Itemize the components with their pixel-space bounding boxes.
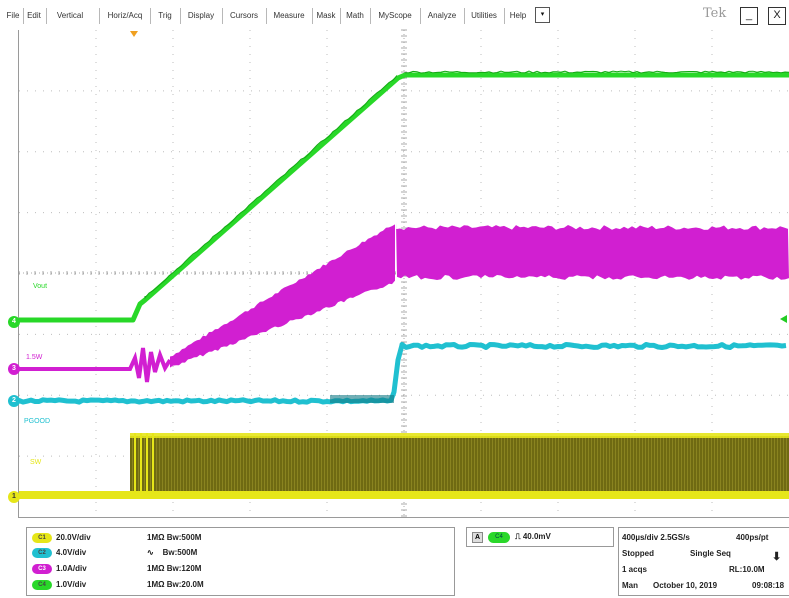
channel-1-scale: 20.0V/div (56, 533, 91, 542)
menu-separator (46, 8, 47, 24)
acquisition-state: Stopped (622, 549, 654, 558)
run-stop-icon: ⬇ (772, 551, 782, 563)
channel-4-trace (19, 72, 789, 323)
channel-1-edge (140, 433, 142, 493)
channel-2-label: PGOOD (24, 418, 51, 425)
channel-2-pill: C2 (32, 548, 52, 558)
menu-vertical[interactable]: Vertical (56, 11, 84, 20)
menu-mask[interactable]: Mask (316, 11, 336, 20)
menu-separator (222, 8, 223, 24)
menu-horiz-acq[interactable]: Horiz/Acq (107, 11, 143, 20)
channel-2-trace (16, 342, 787, 405)
menu-utilities[interactable]: Utilities (471, 11, 497, 20)
acquisition-mode: Single Seq (690, 549, 731, 558)
screen-border-left (18, 30, 19, 517)
channel-settings-box (26, 527, 455, 596)
channel-2-ripple (330, 395, 394, 403)
channel-4-flat-noise (404, 70, 789, 74)
status-panel (0, 518, 789, 598)
menu-separator (340, 8, 341, 24)
channel-4-scale: 1.0V/div (56, 580, 87, 589)
channel-4-label: Vout (33, 283, 48, 290)
menu-math[interactable]: Math (346, 11, 364, 20)
channel-4-settings[interactable]: C4 1.0V/div 1MΩ Bw:20.0M (32, 578, 232, 592)
trigger-level-marker[interactable] (780, 315, 787, 323)
channel-3-label: 1.5W (26, 354, 43, 361)
channel-3-marker[interactable]: 3 (8, 363, 20, 375)
brand-logo: Tek (703, 6, 727, 21)
channel-3-settings[interactable]: C3 1.0A/div 1MΩ Bw:120M (32, 562, 232, 576)
channel-4-pill: C4 (32, 580, 52, 590)
channel-1-edge (134, 433, 136, 493)
menu-separator (99, 8, 100, 24)
menu-separator (266, 8, 267, 24)
run-mode: Man (622, 581, 638, 590)
screen-border-bottom (18, 517, 789, 518)
menu-separator (312, 8, 313, 24)
menu-file[interactable]: File (6, 11, 20, 20)
menu-help[interactable]: Help (509, 11, 527, 20)
menu-edit[interactable]: Edit (27, 11, 41, 20)
acquisition-readout[interactable] (618, 527, 789, 596)
channel-4-coupling: 1MΩ Bw:20.0M (147, 580, 204, 589)
channel-3-steady-band (396, 222, 789, 280)
channel-3-scale: 1.0A/div (56, 564, 87, 573)
menu-display[interactable]: Display (187, 11, 215, 20)
menu-myscope[interactable]: MyScope (378, 11, 412, 20)
menu-separator (150, 8, 151, 24)
channel-3-pill: C3 (32, 564, 52, 574)
channel-1-edge (152, 433, 154, 493)
capture-date: October 10, 2019 (653, 581, 718, 590)
minimize-button[interactable]: _ (740, 7, 758, 25)
channel-2-marker[interactable]: 2 (8, 395, 20, 407)
menu-separator (420, 8, 421, 24)
menu-separator (464, 8, 465, 24)
capture-time: 09:08:18 (752, 581, 785, 590)
channel-1-trace (19, 491, 789, 499)
channel-1-pill: C1 (32, 533, 52, 543)
menu-analyze[interactable]: Analyze (427, 11, 457, 20)
menu-separator (504, 8, 505, 24)
menu-trig[interactable]: Trig (158, 11, 172, 20)
trigger-level: ⎍ 40.0mV (515, 532, 551, 541)
menu-bar: File Edit Vertical Horiz/Acq Trig Displa… (0, 0, 789, 30)
channel-3-ramp-envelope (170, 224, 395, 368)
channel-1-high-level (130, 433, 789, 438)
channel-2-coupling: ∿ Bw:500M (147, 548, 198, 557)
channel-2-settings[interactable]: C2 4.0V/div ∿ Bw:500M (32, 546, 232, 560)
menu-separator (370, 8, 371, 24)
channel-3-coupling: 1MΩ Bw:120M (147, 564, 202, 573)
record-length: RL:10.0M (729, 565, 765, 574)
trigger-position-marker[interactable] (130, 31, 138, 37)
trigger-source-pill: C4 (488, 532, 510, 543)
close-button[interactable]: X (768, 7, 786, 25)
acquisition-count: 1 acqs (622, 565, 647, 574)
channel-1-switching-band (130, 436, 789, 492)
menu-separator (23, 8, 24, 24)
channel-4-ramp-noise (144, 75, 398, 300)
channel-1-coupling: 1MΩ Bw:500M (147, 533, 202, 542)
channel-1-edge (146, 433, 148, 493)
rising-edge-icon: ⎍ (515, 532, 521, 541)
channel-1-marker[interactable]: 1 (8, 491, 20, 503)
channel-1-label: SW (30, 459, 42, 466)
channel-3-startup-trace (19, 347, 172, 383)
channel-2-scale: 4.0V/div (56, 548, 87, 557)
channel-1-settings[interactable]: C1 20.0V/div 1MΩ Bw:500M (32, 531, 232, 545)
trigger-readout[interactable]: A C4 ⎍ 40.0mV (466, 527, 614, 547)
trigger-event-letter: A (472, 532, 483, 543)
menu-separator (180, 8, 181, 24)
menu-dropdown-button[interactable]: ▾ (535, 7, 550, 23)
menu-cursors[interactable]: Cursors (229, 11, 258, 20)
menu-measure[interactable]: Measure (273, 11, 305, 20)
waveforms (16, 70, 789, 499)
channel-4-marker[interactable]: 4 (8, 316, 20, 328)
timebase: 400µs/div 2.5GS/s (622, 533, 690, 542)
resolution: 400ps/pt (736, 533, 769, 542)
